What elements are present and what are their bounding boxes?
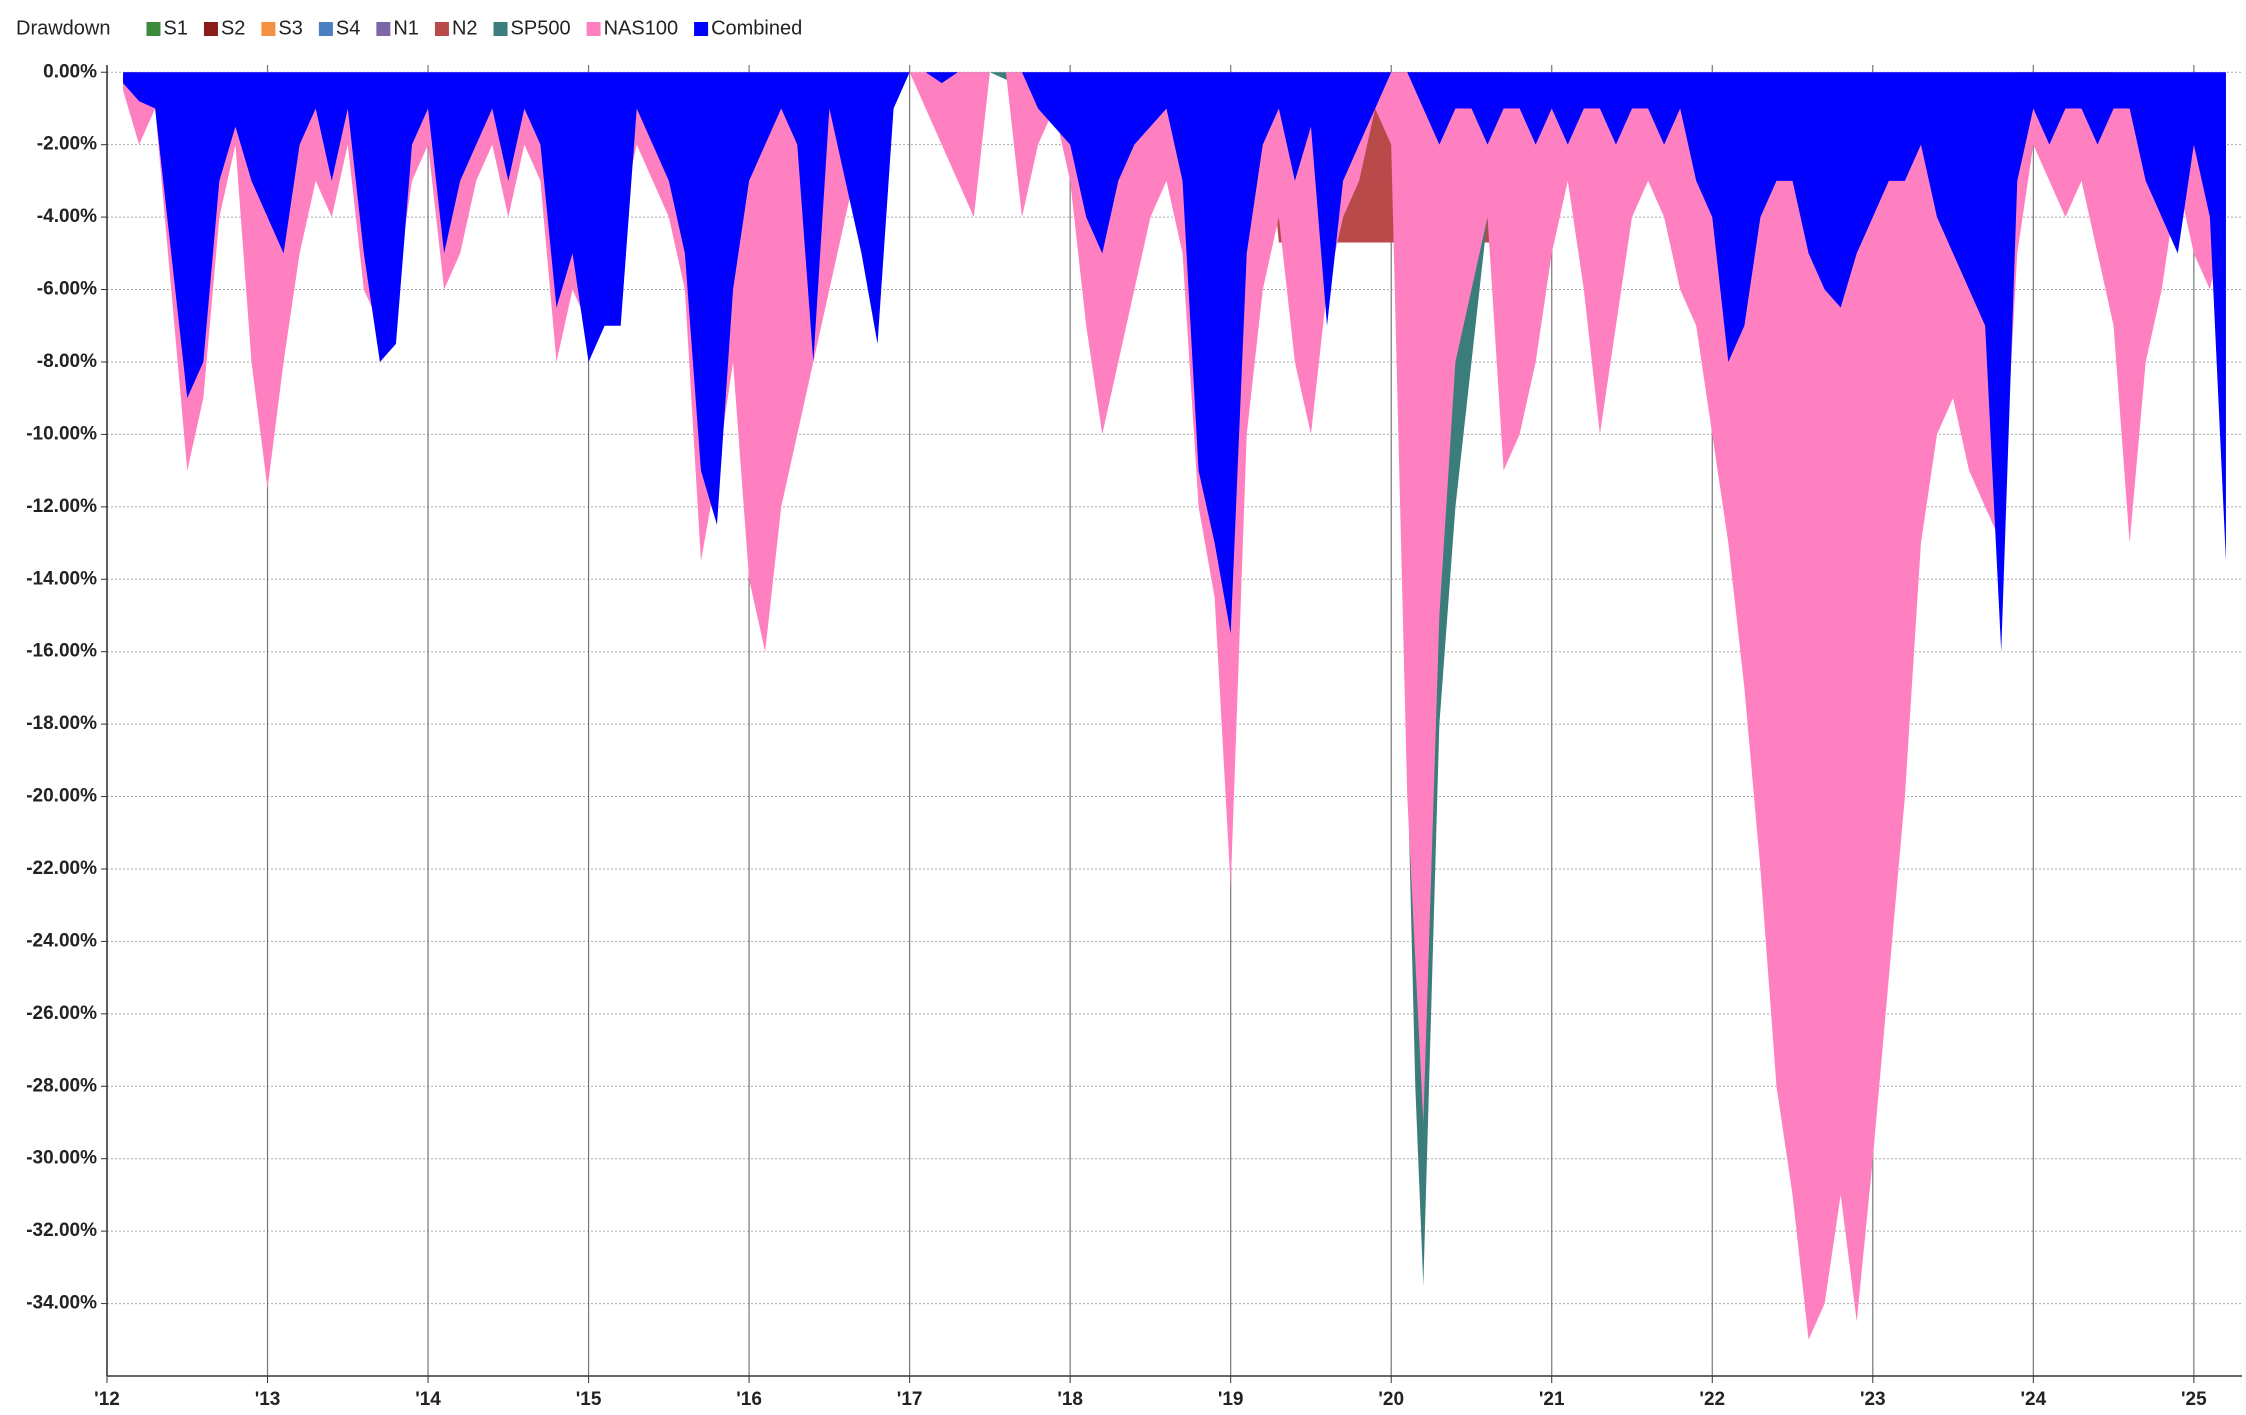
legend-swatch	[318, 22, 333, 36]
y-tick-label: -8.00%	[37, 351, 97, 372]
legend-label: N2	[452, 17, 478, 39]
y-tick-label: -14.00%	[26, 568, 97, 589]
x-tick-label: '22	[1699, 1389, 1725, 1410]
area	[123, 72, 2226, 652]
legend-label: SP500	[511, 17, 571, 39]
legend-swatch	[586, 22, 601, 36]
x-tick-label: '16	[736, 1389, 762, 1410]
legend-label: NAS100	[604, 17, 679, 39]
x-tick-label: '15	[576, 1389, 602, 1410]
y-tick-label: -26.00%	[26, 1003, 97, 1024]
legend-swatch	[694, 22, 709, 36]
y-tick-label: -30.00%	[26, 1148, 97, 1169]
x-tick-label: '19	[1218, 1389, 1244, 1410]
x-tick-label: '18	[1057, 1389, 1083, 1410]
legend-swatch	[203, 22, 218, 36]
x-tick-label: '14	[415, 1389, 441, 1410]
chart-title: Drawdown	[16, 17, 110, 39]
legend-label: S4	[336, 17, 360, 39]
y-tick-label: -4.00%	[37, 206, 97, 227]
legend-label: S1	[163, 17, 187, 39]
x-tick-label: '24	[2020, 1389, 2046, 1410]
x-tick-label: '12	[94, 1389, 120, 1410]
y-tick-label: -24.00%	[26, 930, 97, 951]
legend-swatch	[261, 22, 276, 36]
x-tick-label: '25	[2181, 1389, 2207, 1410]
y-tick-label: -22.00%	[26, 858, 97, 879]
y-tick-label: -28.00%	[26, 1075, 97, 1096]
x-tick-label: '13	[255, 1389, 281, 1410]
legend-swatch	[376, 22, 391, 36]
y-tick-label: -18.00%	[26, 713, 97, 734]
legend-label: S3	[278, 17, 302, 39]
y-tick-label: -12.00%	[26, 496, 97, 517]
x-tick-label: '20	[1378, 1389, 1404, 1410]
y-tick-label: -20.00%	[26, 786, 97, 807]
x-tick-label: '21	[1539, 1389, 1565, 1410]
y-tick-label: -16.00%	[26, 641, 97, 662]
y-tick-label: 0.00%	[43, 61, 97, 82]
legend-swatch	[493, 22, 508, 36]
area	[123, 72, 2226, 1340]
legend-label: S2	[221, 17, 245, 39]
y-tick-label: -2.00%	[37, 134, 97, 155]
x-tick-label: '17	[897, 1389, 923, 1410]
legend-label: N1	[393, 17, 419, 39]
x-tick-label: '23	[1860, 1389, 1886, 1410]
y-tick-label: -32.00%	[26, 1220, 97, 1241]
y-tick-label: -6.00%	[37, 279, 97, 300]
y-tick-label: -34.00%	[26, 1293, 97, 1314]
legend-swatch	[146, 22, 161, 36]
legend-swatch	[434, 22, 449, 36]
y-tick-label: -10.00%	[26, 423, 97, 444]
legend-label: Combined	[711, 17, 802, 39]
